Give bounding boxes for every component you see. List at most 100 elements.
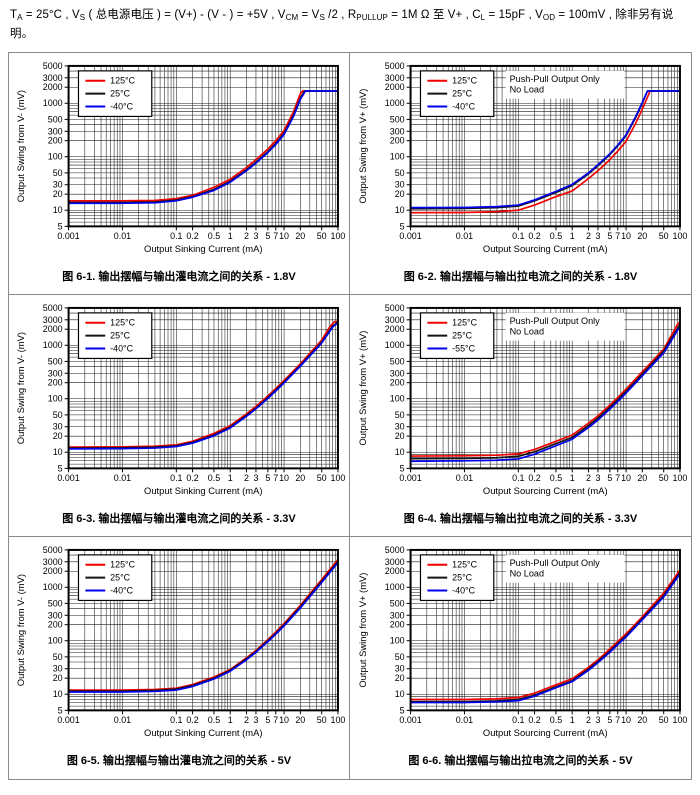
legend-entry-label: 125°C: [110, 76, 135, 86]
y-axis-title: Output Swing from V- (mV): [15, 332, 26, 444]
y-tick-label: 5000: [43, 303, 63, 313]
y-tick-label: 3000: [384, 315, 404, 325]
y-tick-label: 500: [48, 599, 63, 609]
series-curve-125°C: [68, 320, 339, 449]
chart-output-swing-vs-sourcing-current-1v8: 0.001 0.01 0.1 0.2 0.5 1 2 3 5 7 10 20 50 10051020305…: [357, 61, 687, 254]
y-tick-label: 30: [394, 664, 404, 674]
x-tick-label: 7: [615, 231, 620, 241]
y-tick-label: 5: [399, 222, 404, 232]
x-tick-label: 3: [253, 473, 258, 483]
figure-6-2-cell: 0.001 0.01 0.1 0.2 0.5 1 2 3 5 7 10 20 50 100 5 10 20 30 5…: [350, 53, 691, 296]
chart-output-swing-vs-sinking-current-1v8: 0.001 0.01 0.1 0.2 0.5 1 2 3 5 7 10 20 50 10051020305…: [15, 61, 346, 254]
x-tick-label: 1: [569, 231, 574, 241]
series-curve-125°C: [410, 90, 680, 214]
x-tick-label: 5: [607, 715, 612, 725]
chart-output-swing-vs-sinking-current-5v: 0.001 0.01 0.1 0.2 0.5 1 2 3 5 7 10 20 50 10051020305…: [15, 545, 345, 738]
figure-6-5-cell: 0.001 0.01 0.1 0.2 0.5 1 2 3 5 7 10 20 50 100 5 10 20 30 5…: [9, 537, 350, 780]
x-tick-label: 7: [273, 231, 278, 241]
chart-output-swing-vs-sourcing-current-5v: 0.001 0.01 0.1 0.2 0.5 1 2 3 5 7 10 20 50 10051020305…: [357, 545, 687, 738]
y-tick-label: 3000: [43, 315, 63, 325]
x-axis-title: Output Sourcing Current (mA): [482, 727, 607, 738]
y-tick-label: 10: [394, 447, 404, 457]
x-tick-label: 50: [658, 715, 668, 725]
y-axis-title: Output Swing from V+ (mV): [357, 573, 368, 688]
y-tick-label: 200: [48, 620, 63, 630]
series-curve--40°C: [68, 322, 339, 450]
legend-entry-label: -55°C: [452, 344, 475, 354]
x-axis-title: Output Sinking Current (mA): [144, 727, 262, 738]
condition-text-run: /2 , R: [324, 9, 357, 21]
x-tick-label: 20: [295, 231, 305, 241]
x-tick-label: 0.01: [114, 231, 131, 241]
y-tick-label: 300: [389, 610, 404, 620]
x-axis-title: Output Sourcing Current (mA): [482, 485, 607, 496]
legend-box: [419, 70, 494, 118]
y-tick-label: 10: [394, 689, 404, 699]
x-tick-label: 50: [658, 231, 668, 241]
y-tick-label: 200: [389, 136, 404, 146]
condition-subscript: OD: [542, 13, 556, 22]
y-tick-label: 50: [394, 410, 404, 420]
annotation-text-line: No Load: [509, 85, 543, 95]
x-tick-label: 0.5: [549, 715, 561, 725]
x-tick-label: 0.001: [399, 473, 421, 483]
y-tick-label: 1000: [384, 98, 404, 108]
y-tick-label: 20: [53, 431, 63, 441]
x-tick-label: 0.5: [208, 231, 220, 241]
figure-6-3-cell: 0.001 0.01 0.1 0.2 0.5 1 2 3 5 7 10 20 50 100 5 10 20 30 5…: [9, 295, 350, 538]
y-tick-label: 20: [394, 431, 404, 441]
x-tick-label: 7: [615, 473, 620, 483]
y-tick-label: 300: [48, 610, 63, 620]
y-tick-label: 300: [48, 368, 63, 378]
tick-marks: [406, 549, 680, 715]
figure-6-1-cell: 0.001 0.01 0.1 0.2 0.5 1 2 3 5 7 10 20 50 100 5 10 20 30 5…: [9, 53, 350, 296]
condition-text-run: = 100mV , 除非另有说明。: [10, 9, 674, 40]
condition-text-run: = V: [298, 9, 320, 21]
y-tick-label: 1000: [43, 98, 63, 108]
condition-text-run: T: [10, 9, 18, 21]
x-tick-label: 5: [265, 231, 270, 241]
x-tick-label: 7: [273, 715, 278, 725]
x-tick-label: 50: [317, 715, 327, 725]
x-tick-label: 100: [672, 473, 687, 483]
y-tick-label: 100: [48, 394, 63, 404]
legend-entry-label: 25°C: [110, 331, 130, 341]
condition-subscript: L: [480, 13, 486, 22]
x-tick-label: 10: [279, 473, 289, 483]
y-tick-label: 50: [394, 652, 404, 662]
y-tick-label: 5000: [384, 545, 404, 555]
series-curve-125°C: [68, 90, 338, 202]
tick-marks: [64, 65, 339, 231]
y-tick-label: 1000: [43, 340, 63, 350]
x-tick-label: 100: [672, 231, 687, 241]
legend-entry-label: 25°C: [110, 573, 130, 583]
x-tick-label: 0.5: [549, 231, 561, 241]
x-tick-label: 0.01: [455, 231, 472, 241]
series-curve-25°C: [410, 324, 681, 460]
x-tick-label: 1: [228, 231, 233, 241]
figure-6-4-caption: 图 6-4. 输出摆幅与输出拉电流之间的关系 - 3.3V: [403, 513, 638, 526]
y-tick-label: 30: [394, 422, 404, 432]
condition-subscript: A: [17, 13, 23, 22]
y-tick-label: 100: [389, 152, 404, 162]
x-tick-label: 100: [331, 473, 346, 483]
y-tick-label: 3000: [384, 73, 404, 83]
x-tick-label: 20: [637, 473, 647, 483]
x-tick-label: 3: [595, 231, 600, 241]
y-axis-title: Output Swing from V+ (mV): [357, 331, 368, 446]
y-tick-label: 10: [53, 205, 63, 215]
x-tick-label: 0.001: [399, 231, 421, 241]
x-tick-label: 0.01: [455, 715, 472, 725]
condition-text-run: = 15pF , V: [485, 9, 543, 21]
y-tick-label: 2000: [384, 566, 404, 576]
x-tick-label: 10: [279, 715, 289, 725]
figure-6-6-cell: 0.001 0.01 0.1 0.2 0.5 1 2 3 5 7 10 20 50 100 5 10 20 30 5…: [350, 537, 691, 779]
annotation-text-line: Push-Pull Output Only: [509, 74, 600, 84]
x-tick-label: 0.1: [170, 231, 182, 241]
y-tick-label: 50: [53, 652, 63, 662]
tick-labels: 0.001 0.01 0.1 0.2 0.5 1 2 3 5 7 10 20 50 10051020305…: [43, 61, 346, 241]
x-axis-title: Output Sinking Current (mA): [144, 485, 262, 496]
y-tick-label: 3000: [43, 73, 63, 83]
condition-subscript: S: [319, 13, 325, 22]
annotation-text-line: Push-Pull Output Only: [509, 316, 600, 326]
